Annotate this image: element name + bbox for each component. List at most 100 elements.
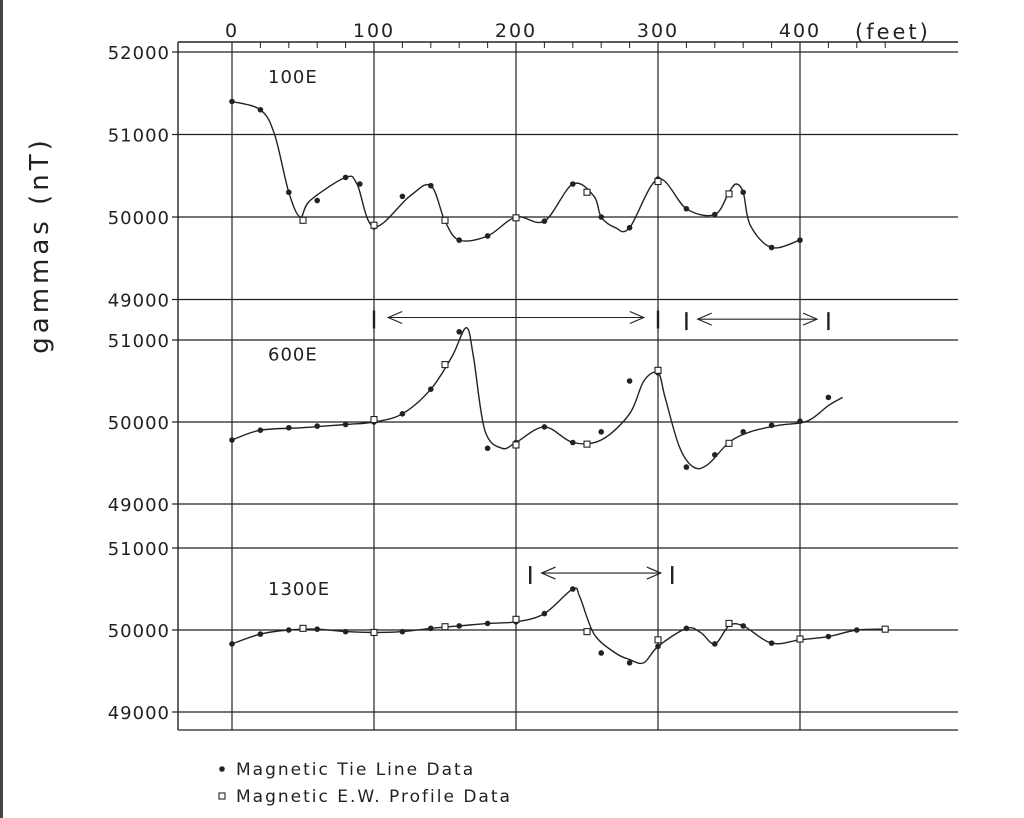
tie-line-point (768, 422, 775, 429)
tie-line-point (740, 189, 746, 196)
tie-line-point (854, 627, 860, 633)
tie-line-point (286, 627, 292, 633)
profile-point (583, 628, 591, 636)
legend-label: Magnetic Tie Line Data (236, 760, 475, 780)
tie-line-point (740, 623, 746, 629)
tie-line-point (570, 181, 576, 187)
tie-line-point (342, 421, 349, 428)
x-axis-unit-label: (feet) (855, 20, 931, 44)
tie-line-point (740, 429, 746, 435)
y-tick-label: 49000 (108, 291, 170, 312)
tie-line-point (399, 411, 406, 417)
tie-line-point (712, 452, 718, 458)
x-tick-label: 100 (353, 20, 395, 42)
profile-point (441, 361, 449, 369)
legend-marker-square (218, 792, 226, 800)
panel-100e: 52000 51000 50000 49000 100E (108, 43, 958, 312)
tie-line-point (314, 423, 321, 429)
profile-point (654, 366, 662, 374)
tie-line-point (825, 394, 832, 401)
profile-point (441, 216, 449, 224)
y-tick-label: 51000 (108, 126, 170, 147)
x-tick-label: 400 (779, 20, 821, 42)
profile-point (725, 439, 733, 447)
x-tick-label: 0 (225, 20, 239, 42)
x-axis: 0 100 200 300 400 (225, 20, 821, 42)
tie-line-point (768, 244, 775, 251)
tie-line-point (683, 464, 690, 470)
tie-line-point (484, 445, 491, 452)
tie-line-point (570, 586, 576, 592)
tie-line-point (655, 643, 661, 650)
y-tick-label: 51000 (108, 331, 170, 352)
legend-marker-dot (219, 766, 225, 772)
panel-1300e: 51000 50000 49000 1300E (108, 539, 958, 724)
tie-line-point (314, 626, 321, 632)
profile-point (583, 188, 591, 196)
tie-line-point (456, 623, 463, 629)
tie-line-point (541, 424, 548, 430)
tie-line-point (626, 224, 633, 231)
panel-label: 100E (268, 67, 318, 88)
profile-point (512, 441, 520, 449)
profile-point (512, 615, 520, 623)
profile-point (654, 177, 662, 186)
tie-line-point (314, 197, 321, 204)
tie-line-point (357, 181, 363, 187)
tie-line-point (286, 424, 292, 431)
legend: Magnetic Tie Line Data Magnetic E.W. Prof… (218, 760, 512, 807)
series-curve (231, 326, 843, 470)
tie-line-point (257, 106, 264, 113)
profile-point (512, 214, 520, 222)
tie-line-point (598, 650, 604, 656)
tie-line-point (456, 237, 463, 243)
interval-arrowhead (696, 312, 712, 326)
panel-600e: 51000 50000 49000 600E (108, 310, 958, 516)
profile-point (725, 619, 733, 627)
tie-line-point (257, 427, 264, 434)
tie-line-point (484, 620, 491, 627)
profile-point (370, 628, 378, 637)
tie-line-point (825, 633, 832, 640)
tie-line-point (570, 439, 576, 446)
tie-line-point (712, 641, 718, 647)
y-tick-label: 51000 (108, 539, 170, 560)
chart-panels: 52000 51000 50000 49000 100E 51000 50000 49000 6… (108, 41, 958, 731)
profile-point (299, 624, 307, 632)
y-axis-label: gammas (nT) (25, 136, 55, 353)
series-curve (231, 587, 886, 665)
y-tick-label: 50000 (108, 208, 170, 229)
y-tick-label: 52000 (108, 43, 170, 64)
tie-line-point (768, 640, 775, 646)
tie-line-point (286, 189, 292, 196)
profile-point (654, 636, 662, 644)
y-tick-label: 50000 (108, 413, 170, 434)
panel-label: 600E (268, 344, 318, 365)
profile-point (299, 216, 307, 224)
tie-line-point (428, 182, 434, 189)
tie-line-point (229, 641, 235, 647)
tie-line-point (598, 214, 604, 220)
profile-point (725, 190, 733, 198)
profile-point (796, 635, 804, 643)
tie-line-point (541, 610, 548, 617)
tie-line-point (712, 211, 718, 218)
tie-line-point (428, 625, 434, 632)
tie-line-point (797, 418, 803, 424)
profile-point (881, 625, 889, 633)
tie-line-point (456, 329, 463, 335)
tie-line-point (484, 233, 491, 239)
profile-point (370, 415, 378, 424)
tie-line-point (342, 174, 349, 181)
tie-line-point (229, 437, 235, 443)
tie-line-point (626, 378, 633, 384)
interval-arrowhead (802, 312, 819, 326)
interval-arrowhead (646, 566, 663, 580)
panel-label: 1300E (268, 579, 330, 600)
legend-label: Magnetic E.W. Profile Data (236, 787, 512, 807)
tie-line-point (797, 237, 803, 243)
y-tick-label: 50000 (108, 621, 170, 642)
profile-point (441, 623, 449, 631)
y-tick-label: 49000 (108, 495, 170, 516)
tie-line-point (683, 625, 690, 632)
